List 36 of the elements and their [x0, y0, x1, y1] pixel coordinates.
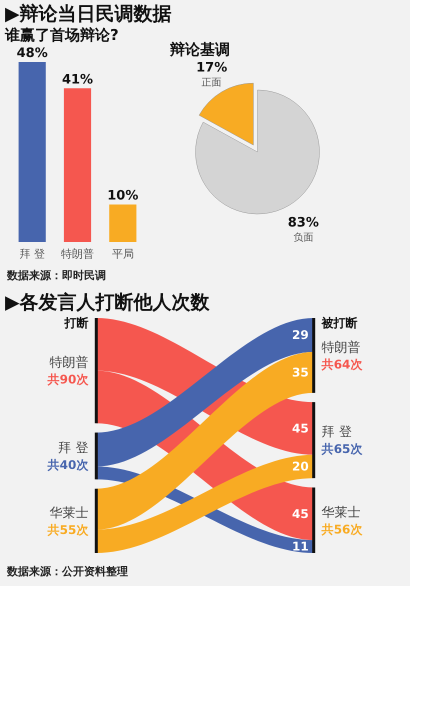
text: ▶各发言人打断他人次数 [5, 292, 211, 314]
series-label: 华莱士 [49, 506, 88, 521]
series-label: 特朗普 [49, 354, 88, 371]
x-tick-label: 拜 登 [19, 248, 45, 260]
text: 共40次 [46, 458, 90, 472]
slice-label: 正面 [202, 78, 222, 89]
category-label: 特朗普 [322, 339, 361, 356]
text: 共55次 [46, 522, 90, 537]
data-label: 11 [292, 540, 309, 554]
slice-label: 负面 [293, 231, 314, 244]
chart-title: 辩论基调 [169, 40, 230, 59]
source-note: 数据来源：即时民调 [6, 269, 106, 282]
data-label: 10% [107, 188, 138, 204]
data-label: 48% [16, 46, 48, 61]
text: 共65次 [322, 442, 362, 456]
x-tick-label: 平局 [112, 248, 134, 260]
chart-title: 谁赢了首场辩论? [4, 26, 119, 44]
data-label: 83% [288, 215, 319, 230]
text: ▶辩论当日民调数据 [5, 3, 172, 25]
data-label: 45 [292, 421, 309, 436]
data-label: 35 [292, 365, 309, 380]
text: 打断 [63, 316, 88, 330]
data-label: 29 [292, 328, 309, 342]
text: 共90次 [46, 372, 90, 387]
data-label: 41% [62, 72, 94, 88]
data-label: 20 [292, 459, 309, 474]
text: 共64次 [322, 357, 362, 372]
category-label: 拜 登 [322, 425, 352, 440]
data-label: 45 [292, 506, 309, 521]
text: 被打断 [320, 316, 358, 330]
x-tick-label: 特朗普 [61, 248, 94, 260]
series-label: 拜 登 [58, 440, 88, 456]
data-label: 17% [196, 60, 228, 76]
category-label: 华莱士 [322, 505, 361, 520]
text: 共56次 [322, 522, 362, 536]
source-note: 数据来源：公开资料整理 [6, 565, 128, 578]
